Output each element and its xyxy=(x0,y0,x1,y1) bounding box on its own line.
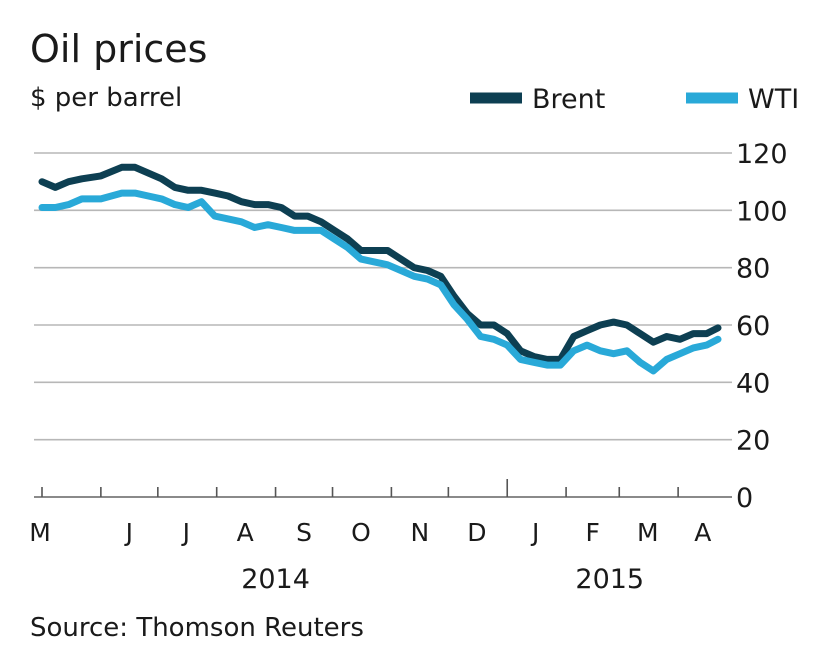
y-tick-label: 100 xyxy=(736,196,788,227)
legend: Brent WTI xyxy=(470,84,799,115)
x-month-label: D xyxy=(467,518,486,547)
legend-label-wti: WTI xyxy=(748,84,799,115)
x-month-label: F xyxy=(585,518,599,547)
x-month-label: A xyxy=(694,518,711,547)
y-tick-label: 0 xyxy=(736,483,753,514)
y-tick-label: 80 xyxy=(736,254,770,285)
x-month-label: J xyxy=(181,518,190,547)
y-tick-label: 20 xyxy=(736,426,770,457)
x-month-label: M xyxy=(637,518,659,547)
x-axis: M J J A S O N D J F M A 2014 2015 xyxy=(29,479,711,595)
chart-subtitle: $ per barrel xyxy=(30,83,182,113)
legend-label-brent: Brent xyxy=(532,84,605,115)
x-year-label: 2014 xyxy=(241,564,310,595)
y-axis-tick-labels: 0 20 40 60 80 100 120 xyxy=(736,139,788,514)
gridlines xyxy=(34,152,732,498)
series-line-wti xyxy=(38,189,722,375)
chart-title: Oil prices xyxy=(30,27,207,71)
y-tick-label: 60 xyxy=(736,311,770,342)
x-year-label: 2015 xyxy=(575,564,644,595)
x-month-label: A xyxy=(237,518,254,547)
x-month-label: S xyxy=(296,518,312,547)
source-note: Source: Thomson Reuters xyxy=(30,613,364,643)
x-month-label: N xyxy=(411,518,430,547)
x-month-label: O xyxy=(351,518,371,547)
x-month-label: M xyxy=(29,518,51,547)
y-tick-label: 40 xyxy=(736,368,770,399)
y-tick-label: 120 xyxy=(736,139,788,170)
data-series xyxy=(38,163,722,375)
x-month-label: J xyxy=(530,518,539,547)
series-line-brent xyxy=(38,163,722,363)
x-month-label: J xyxy=(124,518,133,547)
